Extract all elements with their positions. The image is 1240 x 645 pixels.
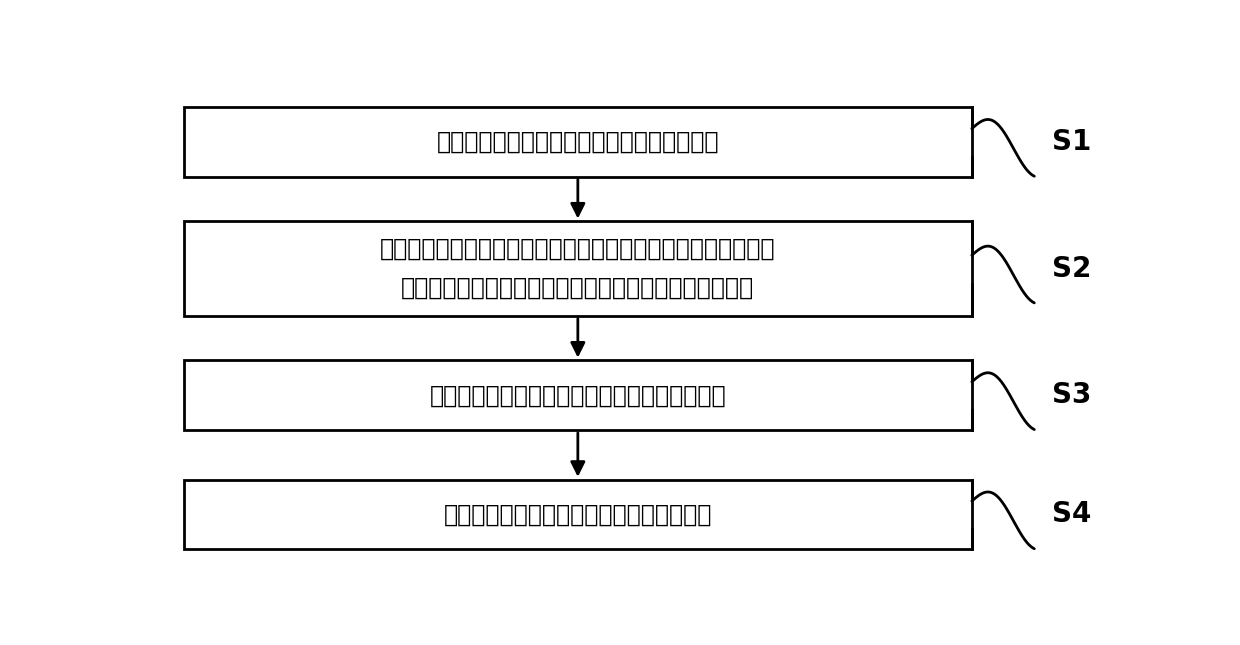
- Text: S4: S4: [1052, 501, 1091, 528]
- Text: 在样片上制备绝缘层，并在绝缘层上制备金属层: 在样片上制备绝缘层，并在绝缘层上制备金属层: [429, 383, 727, 407]
- Bar: [184, 480, 972, 550]
- Text: S1: S1: [1052, 128, 1091, 156]
- Text: 在低阻硅上组装单层胶体微球阵列，得到样片: 在低阻硅上组装单层胶体微球阵列，得到样片: [436, 130, 719, 154]
- Text: S2: S2: [1052, 255, 1091, 283]
- Bar: [184, 221, 972, 316]
- Text: S3: S3: [1052, 381, 1091, 410]
- Text: 从底层低阻硅层和顶层金属层分别引出电极: 从底层低阻硅层和顶层金属层分别引出电极: [444, 502, 712, 526]
- Bar: [184, 107, 972, 177]
- Text: 对样片进行干法刻蚀，胶体微球阵列下方的低阻硅出现锥状柱，
待胶体微球阵列减小到某一尺寸或刻蚀殆尽后时停止刻蚀: 对样片进行干法刻蚀，胶体微球阵列下方的低阻硅出现锥状柱， 待胶体微球阵列减小到某…: [381, 237, 775, 300]
- Bar: [184, 361, 972, 430]
